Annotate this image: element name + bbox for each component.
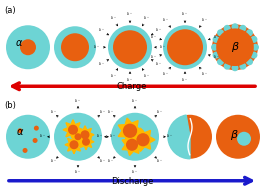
Text: Li$^+$: Li$^+$ bbox=[74, 98, 82, 105]
Circle shape bbox=[68, 125, 78, 135]
Circle shape bbox=[81, 130, 89, 139]
Circle shape bbox=[168, 115, 212, 159]
Circle shape bbox=[251, 36, 257, 43]
Circle shape bbox=[126, 139, 138, 151]
Polygon shape bbox=[63, 120, 83, 140]
Text: Li$^+$: Li$^+$ bbox=[93, 43, 101, 51]
Text: Li$^+$: Li$^+$ bbox=[131, 98, 139, 105]
Text: Li$^+$: Li$^+$ bbox=[109, 133, 117, 140]
Circle shape bbox=[113, 30, 147, 64]
Text: Li$^+$: Li$^+$ bbox=[74, 168, 82, 176]
Polygon shape bbox=[132, 128, 155, 151]
Text: Li$^+$: Li$^+$ bbox=[155, 60, 162, 67]
Text: Li$^+$: Li$^+$ bbox=[159, 43, 167, 51]
Text: Li$^+$: Li$^+$ bbox=[150, 54, 157, 61]
Circle shape bbox=[213, 52, 220, 59]
Polygon shape bbox=[118, 118, 143, 143]
Circle shape bbox=[246, 29, 253, 36]
Text: Li$^+$: Li$^+$ bbox=[156, 108, 163, 116]
Text: (b): (b) bbox=[4, 101, 16, 110]
Text: Li$^+$: Li$^+$ bbox=[98, 60, 105, 67]
Circle shape bbox=[232, 64, 238, 71]
Text: Li$^+$: Li$^+$ bbox=[181, 77, 188, 84]
Text: Li$^+$: Li$^+$ bbox=[99, 108, 106, 116]
Text: α: α bbox=[17, 127, 23, 137]
Text: Li$^+$: Li$^+$ bbox=[99, 158, 106, 165]
Circle shape bbox=[239, 25, 246, 32]
Circle shape bbox=[217, 29, 224, 36]
Polygon shape bbox=[71, 130, 85, 144]
Circle shape bbox=[74, 133, 82, 140]
Text: Li$^+$: Li$^+$ bbox=[143, 15, 150, 22]
Circle shape bbox=[246, 58, 253, 65]
Text: Li$^+$: Li$^+$ bbox=[162, 70, 169, 78]
Circle shape bbox=[61, 33, 89, 61]
Text: Li$^+$: Li$^+$ bbox=[98, 27, 105, 35]
Circle shape bbox=[216, 29, 254, 66]
Circle shape bbox=[82, 138, 90, 146]
Circle shape bbox=[32, 138, 37, 143]
Circle shape bbox=[136, 133, 150, 146]
Circle shape bbox=[217, 58, 224, 65]
Circle shape bbox=[167, 29, 203, 65]
Text: Li$^+$: Li$^+$ bbox=[50, 108, 57, 116]
Text: Li$^+$: Li$^+$ bbox=[213, 33, 220, 41]
Circle shape bbox=[237, 132, 251, 146]
Circle shape bbox=[69, 140, 78, 149]
Circle shape bbox=[108, 25, 152, 69]
Text: Li$^+$: Li$^+$ bbox=[143, 72, 150, 80]
Circle shape bbox=[211, 44, 218, 51]
Circle shape bbox=[213, 36, 220, 43]
Text: Li$^+$: Li$^+$ bbox=[156, 158, 163, 165]
Circle shape bbox=[54, 113, 102, 161]
Text: Li$^+$: Li$^+$ bbox=[107, 158, 114, 165]
Text: Li$^+$: Li$^+$ bbox=[162, 17, 169, 24]
Text: Li$^+$: Li$^+$ bbox=[201, 17, 208, 24]
Circle shape bbox=[212, 24, 258, 70]
Circle shape bbox=[216, 115, 260, 159]
Polygon shape bbox=[78, 134, 94, 150]
Text: Li$^+$: Li$^+$ bbox=[39, 133, 46, 140]
Text: β: β bbox=[230, 130, 238, 140]
Text: Li$^+$: Li$^+$ bbox=[110, 15, 117, 22]
Text: Li$^+$: Li$^+$ bbox=[126, 77, 134, 84]
Text: Li$^+$: Li$^+$ bbox=[50, 158, 57, 165]
Circle shape bbox=[17, 128, 22, 133]
Circle shape bbox=[224, 63, 231, 70]
Text: (a): (a) bbox=[4, 6, 16, 15]
Wedge shape bbox=[168, 115, 190, 159]
Circle shape bbox=[111, 113, 159, 161]
Text: α: α bbox=[16, 38, 22, 48]
Polygon shape bbox=[76, 126, 94, 144]
Text: Li$^+$: Li$^+$ bbox=[213, 54, 220, 61]
Circle shape bbox=[54, 26, 96, 68]
Text: β: β bbox=[232, 42, 239, 52]
Text: Li$^+$: Li$^+$ bbox=[166, 133, 174, 140]
Text: Li$^+$: Li$^+$ bbox=[131, 168, 139, 176]
Text: Li$^+$: Li$^+$ bbox=[150, 33, 157, 41]
Circle shape bbox=[6, 25, 50, 69]
Polygon shape bbox=[65, 136, 83, 154]
Circle shape bbox=[239, 63, 246, 70]
Circle shape bbox=[163, 25, 207, 69]
Polygon shape bbox=[122, 134, 143, 156]
Text: Li$^+$: Li$^+$ bbox=[107, 108, 114, 116]
Circle shape bbox=[123, 124, 137, 138]
Circle shape bbox=[6, 115, 50, 159]
Text: Li$^+$: Li$^+$ bbox=[96, 133, 103, 140]
Circle shape bbox=[224, 25, 231, 32]
Text: Discharge: Discharge bbox=[111, 177, 153, 186]
Circle shape bbox=[251, 52, 257, 59]
Circle shape bbox=[20, 39, 36, 55]
Circle shape bbox=[22, 148, 27, 153]
Circle shape bbox=[232, 23, 238, 30]
Text: Li$^+$: Li$^+$ bbox=[181, 11, 188, 18]
Circle shape bbox=[252, 44, 259, 51]
Circle shape bbox=[34, 126, 39, 131]
Text: Li$^+$: Li$^+$ bbox=[155, 27, 162, 35]
Text: Li$^+$: Li$^+$ bbox=[201, 70, 208, 78]
Text: Charge: Charge bbox=[117, 82, 147, 91]
Text: Li$^+$: Li$^+$ bbox=[126, 11, 134, 18]
Text: Li$^+$: Li$^+$ bbox=[110, 72, 117, 80]
